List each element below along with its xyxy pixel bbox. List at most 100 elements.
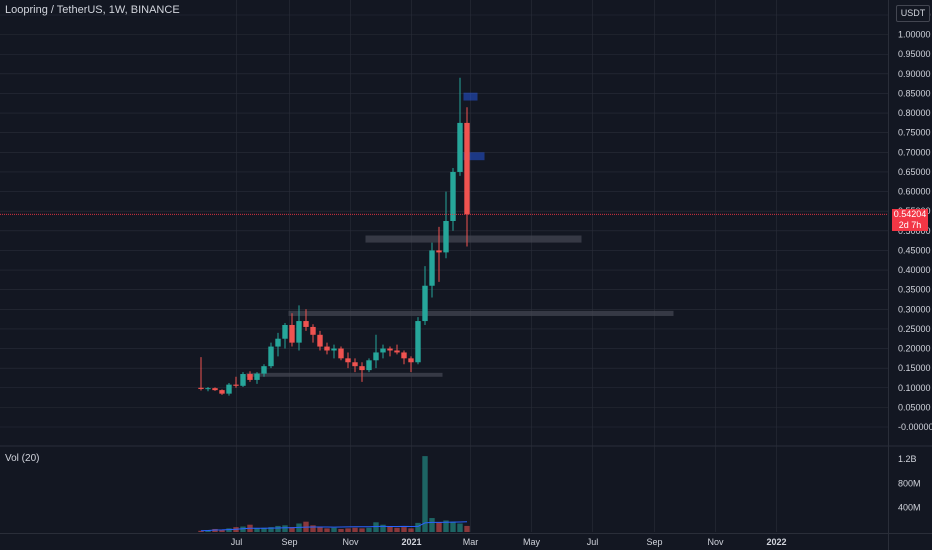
y-tick-label: 0.05000	[898, 402, 931, 412]
volume-bar	[387, 526, 393, 532]
y-tick-label: 0.20000	[898, 344, 931, 354]
volume-bar	[415, 522, 421, 532]
candle-body	[429, 250, 435, 286]
y-tick-label: 0.45000	[898, 245, 931, 255]
candle-body	[408, 358, 414, 363]
candle-body	[450, 171, 456, 221]
candle-body	[254, 373, 260, 380]
candle-body	[436, 250, 442, 253]
last-price-tag: 0.54204 2d 7h	[892, 209, 928, 231]
candle-body	[317, 334, 323, 347]
candle-body	[226, 384, 232, 394]
candle-body	[457, 122, 463, 172]
zone-layer	[246, 92, 674, 377]
y-tick-label: 0.85000	[898, 88, 931, 98]
candle-body	[331, 348, 337, 351]
volume-bar	[275, 525, 281, 532]
candle-body	[359, 366, 365, 371]
y-tick-label: 0.95000	[898, 49, 931, 59]
y-tick-label: 0.35000	[898, 285, 931, 295]
candle-layer	[198, 77, 470, 396]
y-tick-label: 0.75000	[898, 128, 931, 138]
x-tick-label: Nov	[342, 537, 359, 547]
y-tick-label: 1.00000	[898, 30, 931, 40]
zone-rect	[365, 235, 582, 243]
candle-body	[422, 285, 428, 322]
x-tick-label: Sep	[646, 537, 662, 547]
chart-grid	[0, 0, 888, 532]
candle-body	[443, 221, 449, 253]
volume-label: Vol (20)	[5, 453, 40, 464]
volume-bar	[289, 527, 295, 532]
candle-body	[345, 358, 351, 363]
volume-bar	[317, 527, 323, 532]
volume-bar	[380, 524, 386, 532]
volume-tick-label: 800M	[898, 478, 921, 488]
candle-body	[296, 321, 302, 343]
x-tick-label: Nov	[707, 537, 724, 547]
y-tick-label: 0.25000	[898, 324, 931, 334]
volume-bar	[282, 525, 288, 532]
volume-bar	[373, 522, 379, 532]
y-tick-label: 0.60000	[898, 187, 931, 197]
volume-bar	[422, 456, 428, 532]
candle-body	[275, 338, 281, 347]
candle-body	[303, 321, 309, 327]
candle-body	[268, 346, 274, 367]
candle-body	[233, 384, 239, 386]
volume-bar	[198, 530, 204, 532]
y-tick-label: 0.80000	[898, 108, 931, 118]
candle-body	[219, 390, 225, 394]
zone-rect	[288, 310, 674, 316]
volume-bar	[464, 525, 470, 532]
candle-body	[240, 374, 246, 386]
x-tick-label: 2022	[766, 537, 786, 547]
volume-bar	[345, 528, 351, 532]
volume-bar	[219, 529, 225, 532]
x-tick-label: Sep	[281, 537, 297, 547]
x-tick-label: 2021	[401, 537, 421, 547]
y-tick-label: 0.90000	[898, 69, 931, 79]
candle-body	[366, 360, 372, 371]
candle-body	[289, 324, 295, 343]
volume-bar	[457, 523, 463, 532]
x-tick-label: Mar	[463, 537, 479, 547]
last-price-countdown: 2d 7h	[898, 220, 922, 230]
volume-bar	[436, 522, 442, 532]
volume-bar	[366, 527, 372, 532]
candle-body	[247, 374, 253, 380]
candle-body	[415, 321, 421, 363]
candle-body	[198, 387, 204, 389]
volume-bar	[254, 528, 260, 532]
y-tick-label: -0.00000	[898, 422, 932, 432]
y-tick-label: 0.70000	[898, 147, 931, 157]
volume-bar	[205, 530, 211, 532]
x-tick-label: Jul	[231, 537, 243, 547]
candle-body	[261, 366, 267, 374]
candle-body	[310, 326, 316, 335]
volume-ma-line	[200, 521, 468, 532]
currency-button[interactable]: USDT	[896, 5, 930, 22]
x-tick-label: Jul	[587, 537, 599, 547]
candle-body	[401, 352, 407, 359]
volume-bar	[401, 527, 407, 532]
volume-bar	[394, 527, 400, 532]
volume-tick-label: 1.2B	[898, 454, 917, 464]
candle-body	[352, 362, 358, 367]
zone-rect	[246, 372, 443, 377]
volume-bar	[338, 528, 344, 532]
volume-bar	[450, 521, 456, 532]
volume-tick-label: 400M	[898, 503, 921, 513]
candle-body	[380, 348, 386, 353]
candle-body	[324, 346, 330, 351]
candle-body	[394, 350, 400, 353]
volume-bar	[310, 525, 316, 532]
volume-bar	[226, 528, 232, 532]
volume-bar	[268, 527, 274, 532]
y-tick-label: 0.15000	[898, 363, 931, 373]
candle-body	[212, 388, 218, 391]
volume-bar	[324, 528, 330, 532]
last-price-value: 0.54204	[893, 209, 927, 219]
